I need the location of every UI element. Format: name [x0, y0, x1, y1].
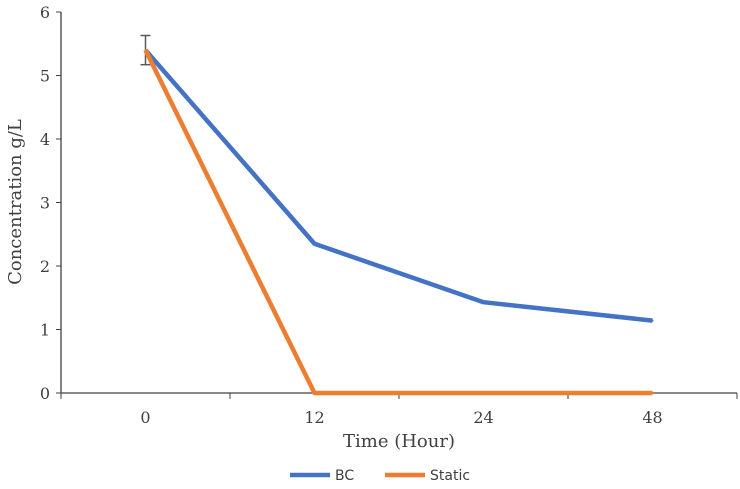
x-axis-label: Time (Hour) [343, 431, 455, 452]
y-tick-label: 3 [40, 194, 50, 213]
data-point [651, 319, 654, 322]
data-point [482, 301, 485, 304]
y-tick-label: 1 [40, 321, 50, 340]
data-point [313, 392, 316, 394]
y-tick-label: 2 [40, 257, 50, 276]
data-point [651, 392, 654, 394]
y-tick-label: 6 [40, 3, 50, 22]
x-tick-label: 12 [304, 408, 324, 427]
y-axis-label: Concentration g/L [5, 119, 26, 285]
data-point [482, 392, 485, 394]
series-line-static [143, 49, 653, 396]
series-line-bc [143, 48, 653, 323]
x-tick-label: 24 [473, 408, 493, 427]
y-tick-label: 5 [40, 67, 50, 86]
x-tick-label: 48 [642, 408, 662, 427]
data-point [144, 49, 147, 52]
data-point [313, 242, 316, 245]
y-tick-label: 0 [40, 384, 50, 403]
legend-label-bc: BC [335, 468, 354, 484]
x-tick-label: 0 [140, 408, 150, 427]
legend-label-static: Static [430, 468, 470, 484]
y-tick-label: 4 [40, 130, 50, 149]
